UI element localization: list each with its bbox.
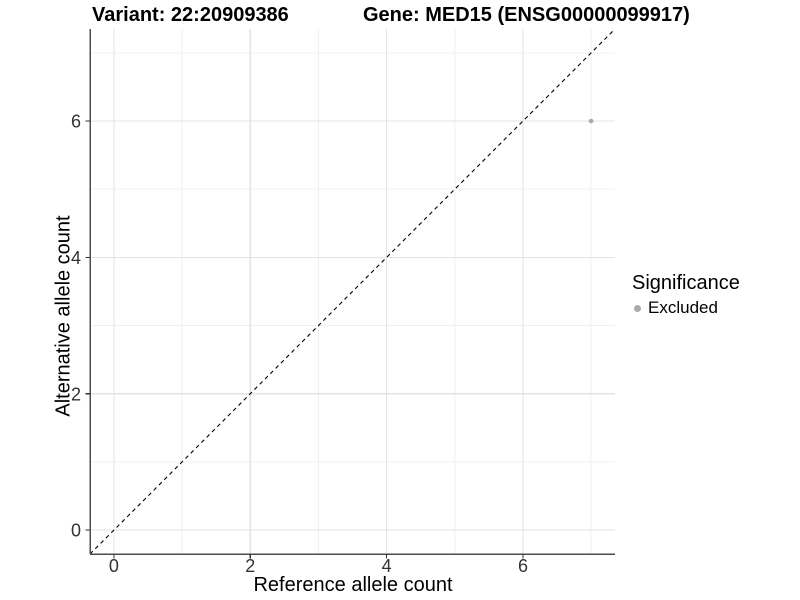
variant-title: Variant: 22:20909386	[92, 4, 289, 26]
y-tick-label: 0	[71, 521, 81, 541]
y-tick-label: 2	[71, 384, 81, 404]
x-tick-label: 6	[518, 556, 528, 576]
x-axis-label: Reference allele count	[253, 574, 453, 596]
legend-title: Significance	[632, 272, 740, 294]
gene-title: Gene: MED15 (ENSG00000099917)	[363, 4, 690, 26]
y-tick-label: 4	[71, 248, 81, 268]
legend-item-label: Excluded	[648, 298, 718, 317]
legend: Significance Excluded	[630, 272, 740, 318]
y-axis-label: Alternative allele count	[52, 215, 75, 417]
data-point	[588, 118, 594, 124]
x-tick-label: 4	[382, 556, 392, 576]
y-tick-label: 6	[71, 112, 81, 132]
x-tick-label: 2	[245, 556, 255, 576]
legend-item-excluded: Excluded	[630, 298, 740, 318]
identity-line	[89, 28, 616, 555]
x-tick-label: 0	[109, 556, 119, 576]
excluded-point-icon	[634, 304, 641, 312]
